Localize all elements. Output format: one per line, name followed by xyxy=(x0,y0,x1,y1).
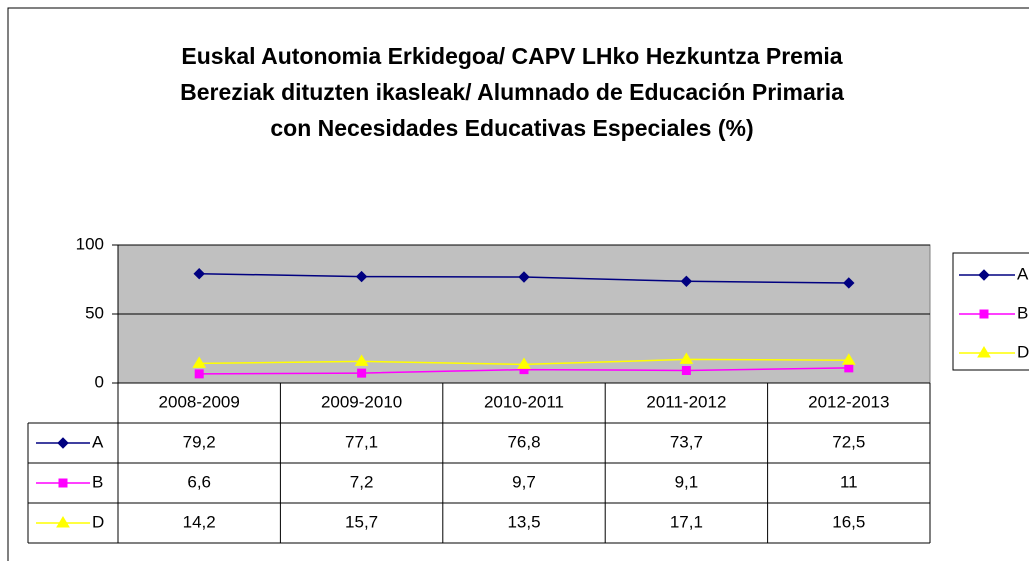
data-point xyxy=(680,275,693,288)
table-cell: 13,5 xyxy=(507,512,540,531)
x-tick-label: 2008-2009 xyxy=(159,392,240,411)
data-point xyxy=(192,356,207,368)
table-key-marker xyxy=(56,516,70,528)
chart-title: Euskal Autonomia Erkidegoa/ CAPV LHko He… xyxy=(180,43,844,141)
y-tick-label: 100 xyxy=(76,234,104,253)
table-row-label: D xyxy=(92,512,104,531)
table-cell: 72,5 xyxy=(832,432,865,451)
data-point xyxy=(193,267,205,280)
table-cell: 9,7 xyxy=(512,472,536,491)
table-cell: 9,1 xyxy=(675,472,699,491)
legend-box xyxy=(952,252,1029,371)
legend-label: B xyxy=(1017,303,1028,322)
data-point xyxy=(518,271,530,283)
data-point xyxy=(517,357,531,369)
data-point xyxy=(357,368,367,378)
data-point xyxy=(843,277,855,289)
table-cell: 6,6 xyxy=(187,472,211,491)
data-point xyxy=(681,365,691,375)
table-cell: 79,2 xyxy=(183,432,216,451)
x-tick-label: 2011-2012 xyxy=(646,392,726,411)
table-cell: 14,2 xyxy=(183,512,216,531)
table-cell: 11 xyxy=(840,472,858,491)
table-row-label: B xyxy=(92,472,103,491)
table-key-marker xyxy=(57,437,69,449)
data-point xyxy=(354,354,369,366)
data-point xyxy=(844,363,854,373)
y-tick-label: 50 xyxy=(85,303,104,322)
table-cell: 77,1 xyxy=(345,432,378,451)
x-tick-label: 2010-2011 xyxy=(484,392,564,411)
y-tick-label: 0 xyxy=(95,372,104,391)
x-tick-label: 2009-2010 xyxy=(321,392,402,411)
table-cell: 76,8 xyxy=(507,432,540,451)
legend-label: D xyxy=(1017,342,1029,361)
data-point xyxy=(355,270,368,283)
table-cell: 7,2 xyxy=(350,472,374,491)
table-row-label: A xyxy=(92,432,104,451)
x-tick-label: 2012-2013 xyxy=(808,392,889,411)
table-cell: 16,5 xyxy=(832,512,865,531)
table-cell: 15,7 xyxy=(345,512,378,531)
data-point xyxy=(194,369,204,379)
table-cell: 73,7 xyxy=(670,432,703,451)
legend-label: A xyxy=(1017,264,1029,283)
legend-key-marker xyxy=(979,309,989,319)
legend-key-marker xyxy=(978,269,990,281)
table-key-marker xyxy=(58,478,68,488)
data-point xyxy=(841,353,856,365)
legend-key-marker xyxy=(977,346,991,358)
table-cell: 17,1 xyxy=(670,512,703,531)
data-point xyxy=(679,352,694,364)
